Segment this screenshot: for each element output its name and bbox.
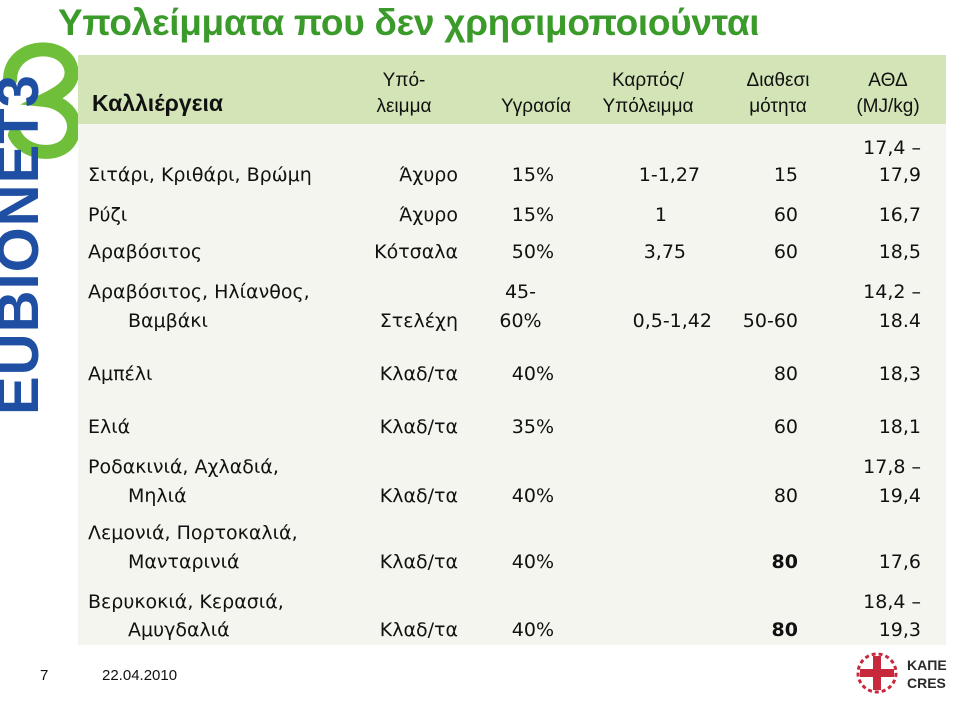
row-1-availability: 60 [773,204,798,226]
row-8-moisture: 40% [511,619,554,641]
header-residue-2: λειμμα [376,96,432,117]
slide-title: Υπολείμματα που δεν χρησιμοποιούνται [58,2,760,43]
row-4-residue: Κλαδ/τα [379,363,458,385]
row-0-residue: Άχυρο [399,164,458,186]
row-8-residue: Κλαδ/τα [379,619,458,641]
row-0-lhv-2: 17,9 [878,164,921,186]
row-1-residue: Άχυρο [399,204,458,226]
kape-text: ΚΑΠΕ [907,657,947,673]
row-8-lhv-2: 19,3 [878,619,921,641]
header-moisture: Υγρασία [501,96,571,117]
row-2-lhv: 18,5 [878,241,921,263]
header-lhv-1: ΑΘΔ [868,70,908,91]
row-0-moisture: 15% [511,164,554,186]
row-2-residue: Κότσαλα [374,241,458,263]
row-6-availability: 80 [773,485,798,507]
row-5-crop: Ελιά [88,416,131,438]
row-5-availability: 60 [773,416,798,438]
row-6-crop-1: Ροδακινιά, Αχλαδιά, [88,456,279,478]
row-2-crop: Αραβόσιτος [88,241,203,263]
row-6-moisture: 40% [511,485,554,507]
row-7-crop-2: Μανταρινιά [128,551,240,573]
row-3-moisture-1: 45- [504,281,537,303]
row-4-moisture: 40% [511,363,554,385]
row-3-lhv-1: 14,2 – [863,281,921,303]
row-6-residue: Κλαδ/τα [379,485,458,507]
row-8-availability: 80 [771,619,798,641]
row-1-crop: Ρύζι [88,204,128,226]
logo-text: EUBIONET3 [0,74,51,415]
header-availability-1: Διαθεσι [746,70,810,91]
header-ratio-2: Υπόλειμμα [602,96,694,117]
row-3-availability: 50-60 [742,310,798,332]
row-3-lhv-2: 18.4 [878,310,921,332]
row-4-availability: 80 [773,363,798,385]
header-ratio-1: Καρπός/ [611,70,685,91]
row-6-lhv-1: 17,8 – [863,456,921,478]
row-3-crop-2: Βαμβάκι [128,310,208,332]
kape-cres-logo: ΚΑΠΕ CRES [852,648,952,698]
row-7-moisture: 40% [511,551,554,573]
row-4-lhv: 18,3 [878,363,921,385]
table-header-band [78,55,946,124]
row-7-lhv: 17,6 [878,551,921,573]
header-lhv-2: (MJ/kg) [856,96,920,117]
row-8-lhv-1: 18,4 – [863,591,921,613]
row-6-lhv-2: 19,4 [878,485,921,507]
cres-text: CRES [907,675,946,691]
row-1-ratio: 1 [654,204,667,226]
row-7-residue: Κλαδ/τα [379,551,458,573]
row-5-moisture: 35% [511,416,554,438]
row-7-crop-1: Λεμονιά, Πορτοκαλιά, [88,522,298,544]
row-0-lhv-1: 17,4 – [863,137,921,159]
row-0-crop: Σιτάρι, Κριθάρι, Βρώμη [88,164,312,186]
row-5-residue: Κλαδ/τα [379,416,458,438]
row-8-crop-1: Βερυκοκιά, Κερασιά, [88,591,284,613]
row-8-crop-2: Αμυγδαλιά [128,619,230,641]
row-1-moisture: 15% [511,204,554,226]
residues-table: Καλλιέργεια Υπό- λειμμα Υγρασία Καρπός/ … [78,55,946,645]
kape-emblem-icon [856,652,898,694]
row-3-moisture-2: 60% [499,310,542,332]
header-crop: Καλλιέργεια [92,90,224,116]
slide-date: 22.04.2010 [102,667,178,684]
row-3-ratio: 0,5-1,42 [632,310,712,332]
header-availability-2: μότητα [749,96,807,117]
row-4-crop: Αμπέλι [88,363,153,385]
row-6-crop-2: Μηλιά [128,485,187,507]
row-7-availability: 80 [771,551,798,573]
row-3-crop-1: Αραβόσιτος, Ηλίανθος, [88,281,310,303]
row-0-ratio: 1-1,27 [638,164,700,186]
row-0-availability: 15 [773,164,798,186]
row-2-ratio: 3,75 [643,241,686,263]
header-residue-1: Υπό- [382,70,426,91]
row-2-availability: 60 [773,241,798,263]
row-5-lhv: 18,1 [878,416,921,438]
eubionet3-logo: EUBIONET3 [0,42,81,415]
row-2-moisture: 50% [511,241,554,263]
slide-number: 7 [40,667,49,684]
row-3-residue: Στελέχη [379,310,458,332]
row-1-lhv: 16,7 [878,204,921,226]
